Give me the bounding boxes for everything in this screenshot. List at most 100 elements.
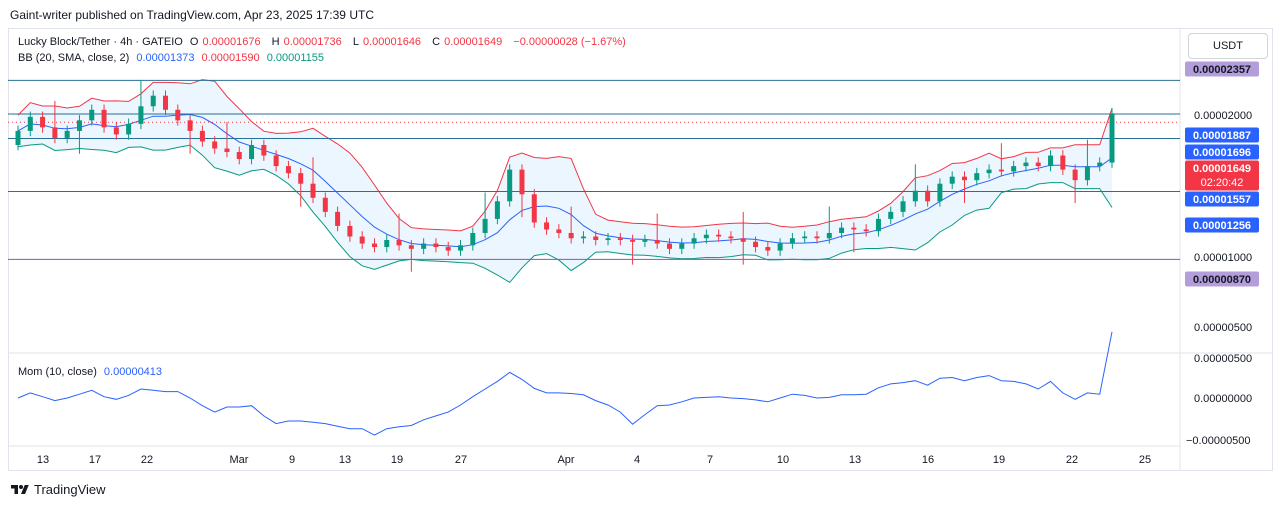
low-value: L 0.00001646: [352, 36, 422, 48]
price-tag-label: 0.00001557: [1193, 194, 1251, 206]
candle-body: [1011, 166, 1017, 172]
candle-body: [347, 225, 353, 237]
candle-body: [654, 240, 660, 244]
price-tag-label: 0.00001887: [1193, 130, 1251, 142]
price-tick-label: 0.00001000: [1194, 252, 1252, 264]
candle-body: [285, 166, 291, 174]
time-tick-label: 25: [1139, 454, 1151, 466]
candle-body: [212, 141, 218, 149]
candle-body: [580, 236, 586, 239]
candle-body: [359, 236, 365, 244]
time-tick-label: 13: [849, 454, 861, 466]
candle-body: [851, 227, 857, 230]
price-tag: [1185, 271, 1259, 287]
candle-body: [113, 127, 119, 135]
candle-body: [789, 238, 795, 244]
price-tag-label: 0.00001649: [1193, 163, 1251, 175]
candle-body: [458, 245, 464, 251]
candle-body: [163, 95, 169, 110]
price-tag: [1185, 127, 1259, 143]
chart-frame[interactable]: [8, 28, 1273, 471]
candle-body: [593, 236, 599, 241]
candle-body: [150, 95, 156, 107]
tradingview-logo-icon: [11, 484, 29, 494]
candle-body: [384, 240, 390, 248]
candle-body: [1084, 166, 1090, 181]
price-tag: [1185, 144, 1259, 160]
candle-body: [187, 120, 193, 131]
currency-button[interactable]: USDT: [1188, 33, 1268, 59]
time-tick-label: Mar: [230, 454, 249, 466]
close-value: C 0.00001649: [432, 36, 503, 48]
candle-body: [974, 173, 980, 181]
candle-body: [507, 169, 513, 202]
candle-body: [728, 236, 734, 239]
candle-body: [777, 243, 783, 251]
momentum-tick-label: 0.00000500: [1194, 353, 1252, 365]
candle-body: [482, 218, 488, 233]
time-tick-label: 7: [707, 454, 713, 466]
candle-body: [617, 238, 623, 241]
candle-body: [716, 234, 722, 237]
momentum-tick-label: −0.00000500: [1186, 435, 1251, 447]
candle-body: [630, 240, 636, 242]
candle-body: [408, 245, 414, 249]
candle-body: [937, 183, 943, 202]
candle-body: [888, 211, 894, 219]
price-tag-label: 0.00001256: [1193, 220, 1251, 232]
tradingview-brand[interactable]: TradingView: [10, 482, 106, 497]
bb-basis-line: [17, 113, 1113, 248]
candle-body: [826, 232, 832, 239]
price-tag-label: 0.00002357: [1193, 64, 1251, 76]
time-tick-label: 13: [37, 454, 49, 466]
candle-body: [175, 109, 181, 121]
candle-body: [679, 243, 685, 249]
time-tick-label: 19: [391, 454, 403, 466]
candle-body: [703, 234, 709, 239]
momentum-legend: Mom (10, close) 0.00000413: [18, 364, 166, 380]
candle-body: [740, 238, 746, 242]
candle-body: [52, 127, 58, 138]
time-tick-label: 22: [141, 454, 153, 466]
candle-body: [605, 238, 611, 241]
price-tag-label: 0.00001696: [1193, 147, 1251, 159]
candle-body: [27, 116, 33, 131]
candle-body: [998, 169, 1004, 172]
candle-body: [531, 194, 537, 223]
price-tag-label: 0.00000870: [1193, 274, 1251, 286]
candle-body: [101, 109, 107, 128]
time-tick-label: 19: [993, 454, 1005, 466]
mom-value: 0.00000413: [103, 366, 163, 378]
candle-body: [371, 243, 377, 248]
price-tag: [1185, 160, 1259, 191]
candle-body: [875, 218, 881, 232]
candle-body: [691, 238, 697, 244]
candle-body: [765, 247, 771, 251]
candle-body: [298, 173, 304, 184]
open-value: O 0.00001676: [189, 36, 261, 48]
symbol-label[interactable]: Lucky Block/Tether · 4h · GATEIO: [18, 36, 183, 48]
candle-body: [273, 155, 279, 167]
price-legend: Lucky Block/Tether · 4h · GATEIO O 0.0000…: [18, 34, 630, 50]
candle-body: [261, 144, 267, 156]
candle-body: [64, 130, 70, 138]
candle-body: [310, 183, 316, 198]
candle-body: [519, 169, 525, 195]
time-tick-label: 16: [922, 454, 934, 466]
change-value: −0.00000028 (−1.67%): [513, 36, 626, 48]
candle-body: [249, 144, 255, 160]
candle-body: [1097, 162, 1103, 167]
candle-body: [642, 240, 648, 242]
candle-body: [89, 109, 95, 121]
candle-body: [802, 236, 808, 239]
candle-body: [814, 236, 820, 239]
candle-body: [15, 130, 21, 145]
bb-label[interactable]: BB (20, SMA, close, 2): [18, 52, 130, 64]
candle-body: [544, 222, 550, 230]
mom-label[interactable]: Mom (10, close): [18, 366, 97, 378]
time-tick-label: 13: [339, 454, 351, 466]
candle-body: [666, 243, 672, 249]
time-tick-label: 10: [777, 454, 789, 466]
high-value: H 0.00001736: [271, 36, 342, 48]
